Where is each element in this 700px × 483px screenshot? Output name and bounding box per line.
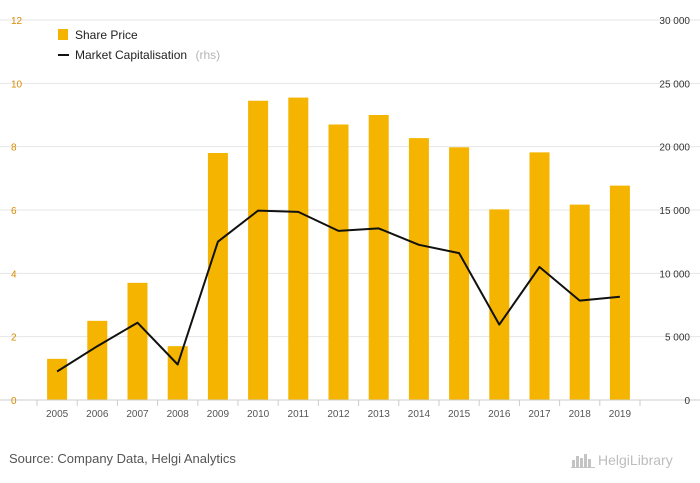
bar-share-price — [207, 153, 228, 400]
bar-share-price — [328, 124, 349, 400]
x-tick-label: 2011 — [288, 409, 310, 420]
legend-swatch-share-price — [58, 29, 68, 40]
y-left-tick-label: 8 — [11, 143, 17, 154]
logo-text: HelgiLibrary — [598, 452, 673, 468]
y-left-tick-label: 4 — [11, 269, 17, 280]
y-left-tick-label: 6 — [11, 206, 17, 217]
chart: 2005 2006 2007 2008 2009 2010 2011 2012 2013 2014… — [0, 16, 700, 420]
x-tick-label: 2005 — [46, 409, 69, 420]
x-tick-label: 2015 — [448, 409, 471, 420]
y-axis-right: 0 5 000 10 000 15 000 20 000 25 000 30 000 — [659, 16, 690, 407]
line-series-market-cap — [56, 209, 620, 373]
legend-label-market-cap-note: (rhs) — [196, 48, 221, 62]
x-tick-label: 2013 — [368, 409, 391, 420]
legend-label-market-cap: Market Capitalisation (rhs) — [75, 46, 220, 63]
city-skyline-icon — [571, 454, 595, 468]
bar-share-price — [489, 209, 510, 400]
bar-share-price — [609, 185, 630, 400]
bar-share-price — [408, 138, 429, 400]
bar-share-price — [87, 320, 108, 400]
y-left-tick-label: 0 — [11, 396, 17, 407]
bar-share-price — [167, 346, 188, 400]
x-axis: 2005 2006 2007 2008 2009 2010 2011 2012 2013 2014… — [0, 399, 700, 420]
bar-share-price — [288, 97, 309, 400]
line-market-cap — [56, 209, 620, 373]
bar-share-price — [127, 282, 148, 400]
y-right-tick-label: 10 000 — [659, 269, 690, 280]
source-note: Source: Company Data, Helgi Analytics — [9, 451, 236, 466]
bar-share-price — [569, 204, 590, 400]
legend: Share Price Market Capitalisation (rhs) — [58, 28, 220, 63]
bar-share-price — [248, 100, 269, 400]
y-right-tick-label: 0 — [684, 396, 690, 407]
x-tick-label: 2019 — [609, 409, 632, 420]
x-tick-label: 2012 — [327, 409, 350, 420]
bars-series-share-price — [47, 97, 630, 400]
x-tick-label: 2008 — [167, 409, 190, 420]
legend-label-market-cap-text: Market Capitalisation — [75, 48, 187, 62]
x-tick-label: 2007 — [126, 409, 149, 420]
x-tick-label: 2016 — [488, 409, 511, 420]
bar-share-price — [368, 115, 389, 400]
y-right-tick-label: 5 000 — [665, 333, 690, 344]
legend-label-share-price: Share Price — [75, 28, 138, 42]
x-tick-label: 2009 — [207, 409, 230, 420]
x-tick-label: 2010 — [247, 409, 270, 420]
y-axis-left: 0 2 4 6 8 10 12 — [11, 16, 23, 407]
y-right-tick-label: 25 000 — [659, 79, 690, 90]
x-tick-label: 2006 — [86, 409, 109, 420]
y-right-tick-label: 30 000 — [659, 16, 690, 27]
helgi-library-logo: HelgiLibrary — [571, 450, 673, 470]
y-left-tick-label: 12 — [11, 16, 23, 27]
x-tick-label: 2014 — [408, 409, 431, 420]
gridlines — [0, 19, 700, 338]
y-left-tick-label: 2 — [11, 333, 17, 344]
y-right-tick-label: 15 000 — [659, 206, 690, 217]
bar-share-price — [449, 147, 470, 400]
y-right-tick-label: 20 000 — [659, 143, 690, 154]
x-tick-label: 2018 — [569, 409, 592, 420]
x-tick-label: 2017 — [528, 409, 551, 420]
bar-share-price — [529, 152, 550, 400]
bar-share-price — [47, 358, 68, 400]
y-left-tick-label: 10 — [11, 79, 23, 90]
